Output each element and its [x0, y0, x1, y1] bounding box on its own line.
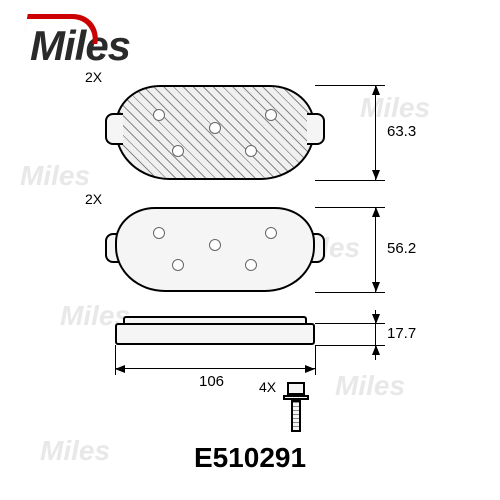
arrow-down-icon [372, 314, 380, 324]
ext-line [315, 180, 385, 181]
brake-pad-1 [115, 85, 315, 180]
pad-hole [245, 259, 257, 271]
pad-hole [209, 239, 221, 251]
brand-logo: Miles [30, 22, 130, 70]
ext-line [315, 292, 385, 293]
pad-hole [153, 227, 165, 239]
width-value: 106 [199, 373, 224, 390]
pad-hole [172, 145, 184, 157]
arrow-left-icon [115, 365, 125, 373]
pad1-ear-left [105, 113, 123, 145]
dim-line [115, 368, 315, 369]
bolt-qty-label: 4X [259, 379, 276, 395]
pad-hole [209, 122, 221, 134]
part-number: E510291 [0, 442, 500, 474]
pad2-qty-label: 2X [85, 191, 102, 207]
pad1-qty-label: 2X [85, 69, 102, 85]
arrow-down-icon [372, 282, 380, 292]
dim-line [375, 207, 376, 292]
pad-hole [265, 227, 277, 239]
logo-arc-icon [22, 14, 102, 44]
arrow-up-icon [372, 345, 380, 355]
dim-line [375, 85, 376, 180]
pad-hole [153, 109, 165, 121]
pad-hole [265, 109, 277, 121]
thickness-value: 17.7 [387, 325, 416, 342]
side-view [115, 323, 315, 345]
arrow-up-icon [372, 207, 380, 217]
pad-hole [172, 259, 184, 271]
bolt-head [287, 382, 305, 395]
bolt-shaft [291, 400, 301, 432]
ext-line [315, 345, 316, 375]
arrow-down-icon [372, 170, 380, 180]
pad1-ear-right [307, 113, 325, 145]
technical-diagram: 2X 63.3 2X 56.2 17.7 106 [55, 75, 445, 445]
pad-hole [245, 145, 257, 157]
pad1-height-value: 63.3 [387, 123, 416, 140]
arrow-up-icon [372, 85, 380, 95]
pad2-height-value: 56.2 [387, 240, 416, 257]
arrow-right-icon [305, 365, 315, 373]
brake-pad-2 [115, 207, 315, 292]
